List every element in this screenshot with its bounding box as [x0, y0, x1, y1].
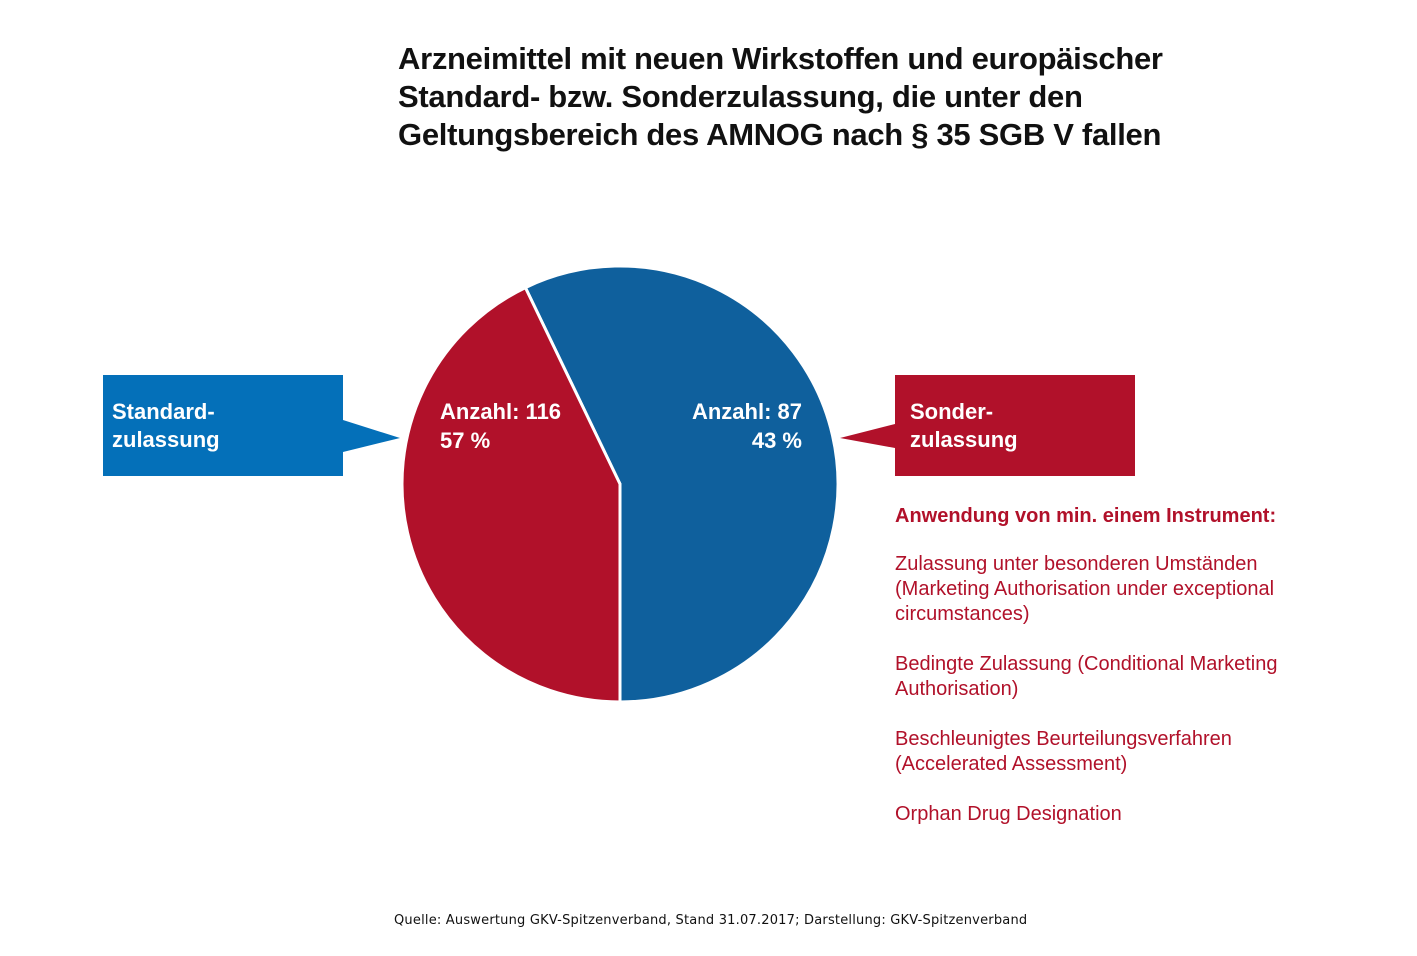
- instrument-line: Bedingte Zulassung (Conditional Marketin…: [895, 653, 1278, 675]
- instrument-item: Bedingte Zulassung (Conditional Marketin…: [895, 652, 1365, 702]
- sonder-callout-box: [840, 375, 1135, 476]
- chart-title: Arzneimittel mit neuen Wirkstoffen und e…: [398, 40, 1298, 154]
- instrument-line: Beschleunigtes Beurteilungsverfahren: [895, 728, 1232, 750]
- sonder-slice-label: Anzahl: 87 43 %: [682, 397, 802, 455]
- instrument-list: Anwendung von min. einem Instrument: Zul…: [895, 504, 1365, 852]
- slice-percent-label: 43 %: [751, 428, 802, 453]
- instrument-line: Orphan Drug Designation: [895, 803, 1122, 825]
- instrument-item: Beschleunigtes Beurteilungsverfahren (Ac…: [895, 727, 1365, 777]
- callout-line: Sonder-: [910, 399, 994, 424]
- callout-line: Standard-: [112, 399, 215, 424]
- sonder-callout-label: Sonder- zulassung: [910, 398, 1018, 454]
- source-note: Quelle: Auswertung GKV-Spitzenverband, S…: [394, 913, 1028, 928]
- callout-line: zulassung: [910, 427, 1018, 452]
- instrument-heading: Anwendung von min. einem Instrument:: [895, 505, 1277, 527]
- instrument-item: Zulassung unter besonderen Umständen (Ma…: [895, 552, 1365, 627]
- standard-slice-label: Anzahl: 116 57 %: [440, 397, 561, 455]
- instrument-item: Orphan Drug Designation: [895, 802, 1365, 827]
- title-line: Arzneimittel mit neuen Wirkstoffen und e…: [398, 41, 1163, 76]
- instrument-line: (Marketing Authorisation under exception…: [895, 578, 1275, 600]
- title-line: Geltungsbereich des AMNOG nach § 35 SGB …: [398, 117, 1162, 152]
- pie-outline: [401, 265, 839, 703]
- instrument-line: circumstances): [895, 603, 1030, 625]
- title-line: Standard- bzw. Sonderzulassung, die unte…: [398, 79, 1083, 114]
- slice-count-label: Anzahl: 87: [691, 399, 802, 424]
- slice-count-label: Anzahl: 116: [440, 399, 562, 424]
- callout-line: zulassung: [112, 427, 220, 452]
- instrument-line: Zulassung unter besonderen Umständen: [895, 553, 1258, 575]
- standard-callout-box: [103, 375, 400, 476]
- slice-percent-label: 57 %: [440, 428, 491, 453]
- standard-callout-label: Standard- zulassung: [112, 398, 220, 454]
- instrument-line: (Accelerated Assessment): [895, 753, 1128, 775]
- instrument-line: Authorisation): [895, 678, 1019, 700]
